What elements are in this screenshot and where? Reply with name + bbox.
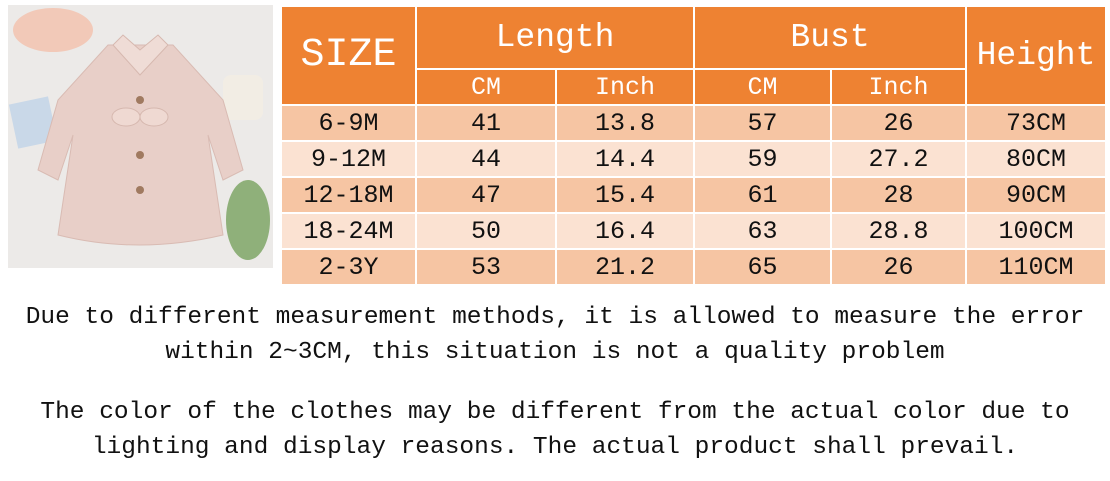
height-header: Height (965, 5, 1108, 106)
table-cell: 16.4 (554, 212, 696, 250)
table-cell: 50 (415, 212, 557, 250)
unit-header: CM (415, 68, 557, 106)
table-cell: 65 (693, 248, 833, 286)
table-cell: 59 (693, 140, 833, 178)
table-cell: 57 (693, 104, 833, 142)
bust-header: Bust (693, 5, 968, 70)
note-line: Due to different measurement methods, it… (25, 304, 1085, 331)
table-cell: 73CM (965, 104, 1108, 142)
size-table: SIZE Length Bust Height CM Inch CM Inch 6-9… (280, 5, 1108, 286)
table-row: 12-18M 47 15.4 61 28 90CM (280, 176, 1108, 214)
table-cell: 28 (830, 176, 968, 214)
size-header: SIZE (280, 5, 417, 106)
note-line: lighting and display reasons. The actual… (91, 434, 1019, 461)
table-cell: 41 (415, 104, 557, 142)
table-cell: 80CM (965, 140, 1108, 178)
unit-header: Inch (554, 68, 696, 106)
table-row: 2-3Y 53 21.2 65 26 110CM (280, 248, 1108, 286)
table-cell: 28.8 (830, 212, 968, 250)
table-cell: 26 (830, 248, 968, 286)
table-cell: 44 (415, 140, 557, 178)
product-photo (8, 5, 273, 268)
table-row: 9-12M 44 14.4 59 27.2 80CM (280, 140, 1108, 178)
table-cell: 100CM (965, 212, 1108, 250)
table-cell: 18-24M (280, 212, 417, 250)
table-cell: 12-18M (280, 176, 417, 214)
unit-header: CM (693, 68, 833, 106)
table-cell: 6-9M (280, 104, 417, 142)
unit-header: Inch (830, 68, 968, 106)
note-line: within 2~3CM, this situation is not a qu… (165, 339, 945, 366)
table-cell: 14.4 (554, 140, 696, 178)
table-cell: 26 (830, 104, 968, 142)
table-cell: 90CM (965, 176, 1108, 214)
table-cell: 61 (693, 176, 833, 214)
length-header: Length (414, 5, 696, 70)
table-cell: 63 (693, 212, 833, 250)
table-cell: 15.4 (554, 176, 696, 214)
table-cell: 2-3Y (280, 248, 417, 286)
table-cell: 53 (415, 248, 557, 286)
table-row: 6-9M 41 13.8 57 26 73CM (280, 104, 1108, 142)
table-cell: 110CM (965, 248, 1108, 286)
table-cell: 21.2 (554, 248, 696, 286)
table-row: 18-24M 50 16.4 63 28.8 100CM (280, 212, 1108, 250)
table-cell: 9-12M (280, 140, 417, 178)
table-cell: 47 (415, 176, 557, 214)
table-cell: 27.2 (830, 140, 968, 178)
table-cell: 13.8 (554, 104, 696, 142)
note-line: The color of the clothes may be differen… (40, 399, 1070, 426)
